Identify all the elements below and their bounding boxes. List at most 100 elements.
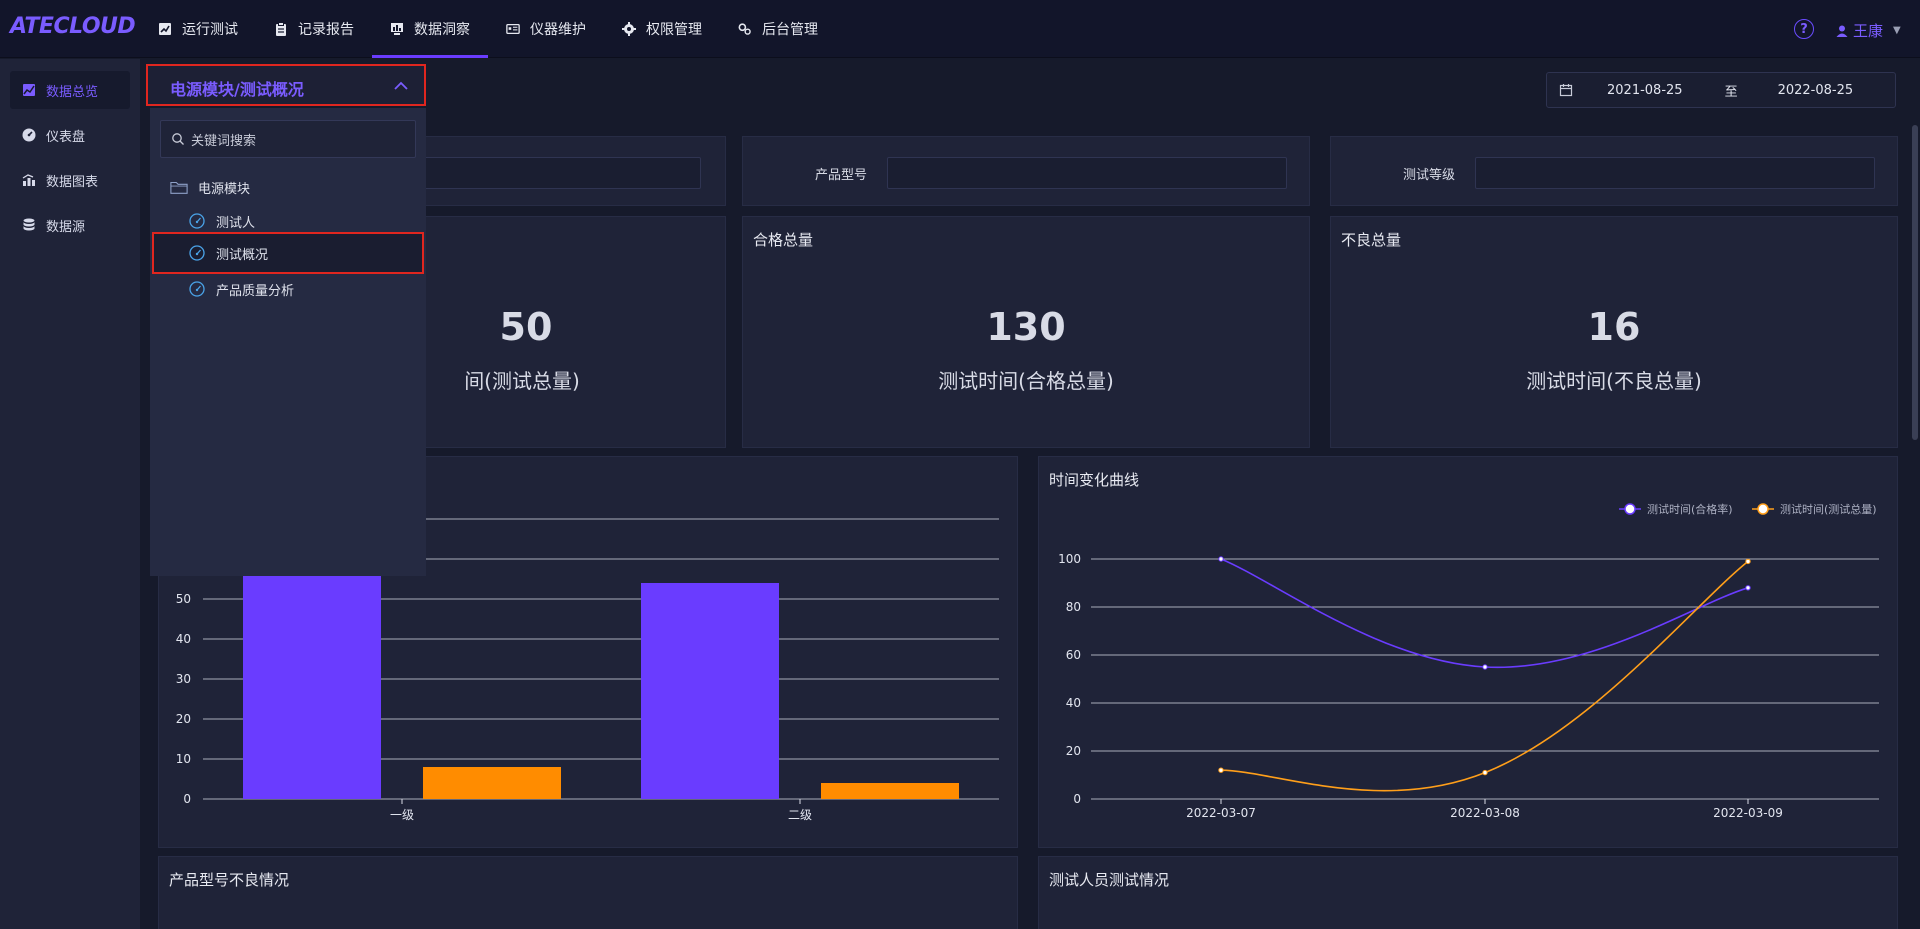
nav-item-record-report[interactable]: 记录报告 [256, 0, 372, 58]
nav-label: 数据洞察 [414, 22, 470, 38]
settings-icon [738, 22, 752, 36]
user-menu[interactable]: 王康 ▼ [1836, 20, 1901, 41]
bar [641, 583, 779, 799]
data-point [1745, 585, 1751, 591]
panel-title: 测试人员测试情况 [1049, 871, 1170, 889]
folder-icon [170, 179, 188, 195]
selected-path: 电源模块/测试概况 [170, 80, 304, 99]
legend-label: 测试时间(测试总量) [1780, 502, 1877, 516]
nav-label: 记录报告 [298, 22, 354, 38]
stat-subtitle: 间(测试总量) [464, 369, 580, 393]
bar [243, 575, 381, 799]
end-date[interactable]: 2022-08-25 [1777, 82, 1854, 98]
sidebar-item-label: 数据总览 [46, 84, 99, 100]
start-date[interactable]: 2021-08-25 [1607, 82, 1683, 98]
vertical-scrollbar[interactable] [1912, 125, 1918, 440]
tree-item-power-module[interactable]: 电源模块 [170, 176, 250, 198]
filter-input-1[interactable] [389, 157, 701, 189]
nav-item-admin[interactable]: 后台管理 [720, 0, 836, 58]
tree-item-tester[interactable]: 测试人 [188, 210, 255, 232]
sidebar-item-label: 数据源 [46, 219, 86, 235]
product-model-input[interactable] [887, 157, 1287, 189]
dashboard-selector[interactable]: 电源模块/测试概况 [146, 64, 426, 106]
nav-item-data-insight[interactable]: 数据洞察 [372, 0, 488, 58]
tree-item-product-quality[interactable]: 产品质量分析 [188, 278, 294, 300]
line-chart-panel: 时间变化曲线 0 20 40 60 80 100 2022-03-07 2022-03-08 2… [1038, 456, 1898, 848]
product-model-label: 产品型号 [815, 168, 868, 183]
top-navbar: ATECLOUD 运行测试 记录报告 数据洞察 仪器维护 权限管理 后台管理 ?… [0, 0, 1920, 58]
data-point [1218, 556, 1224, 562]
sidebar-item-data-charts[interactable]: 数据图表 [10, 161, 130, 199]
user-name: 王康 [1853, 22, 1884, 40]
legend-label: 测试时间(合格率) [1647, 502, 1733, 516]
line-chart-title: 时间变化曲线 [1049, 471, 1140, 489]
test-level-input[interactable] [1475, 157, 1875, 189]
clipboard-icon [274, 22, 288, 36]
tree-item-selected-row: 测试概况 [188, 242, 268, 264]
app-logo[interactable]: ATECLOUD [10, 14, 136, 39]
y-tick-label: 10 [176, 752, 191, 766]
bar [821, 783, 959, 799]
tester-stats-panel: 测试人员测试情况 [1038, 856, 1898, 929]
date-range-picker[interactable]: 2021-08-25 至 2022-08-25 [1546, 72, 1896, 108]
gauge-icon [188, 281, 206, 297]
chevron-up-icon [394, 78, 408, 92]
tree-item-label: 测试概况 [216, 247, 269, 263]
search-placeholder: 关键词搜索 [191, 133, 257, 149]
nav-item-run-test[interactable]: 运行测试 [140, 0, 256, 58]
y-tick-label: 30 [176, 672, 191, 686]
tree-item-label: 产品质量分析 [216, 283, 295, 299]
bar-chart-icon [22, 173, 36, 187]
sidebar: 数据总览 仪表盘 数据图表 数据源 [0, 59, 140, 929]
data-point [1218, 767, 1224, 773]
stat-subtitle: 测试时间(合格总量) [938, 369, 1114, 393]
sidebar-item-data-overview[interactable]: 数据总览 [10, 71, 130, 109]
bar-chart: 0 10 20 30 40 50 一级 二级 [176, 518, 999, 822]
panel-title: 产品型号不良情况 [169, 871, 290, 889]
product-model-defects-panel: 产品型号不良情况 [158, 856, 1018, 929]
sidebar-item-label: 仪表盘 [46, 129, 86, 145]
x-tick-label: 二级 [788, 808, 812, 822]
x-tick-label: 2022-03-08 [1450, 806, 1520, 820]
chart-area-icon [22, 83, 36, 97]
stat-title: 合格总量 [753, 231, 814, 249]
y-tick-label: 20 [1066, 744, 1081, 758]
y-tick-label: 0 [183, 792, 191, 806]
stat-card-fail-total: 不良总量 16 测试时间(不良总量) [1330, 216, 1898, 448]
line-chart: 0 20 40 60 80 100 2022-03-07 2022-03-08 2022-03-… [1058, 502, 1879, 820]
chevron-down-icon: ▼ [1893, 25, 1901, 36]
y-tick-label: 20 [176, 712, 191, 726]
series-line [1220, 560, 1749, 792]
data-point [1482, 664, 1488, 670]
y-tick-label: 80 [1066, 600, 1081, 614]
database-icon [22, 218, 36, 232]
sidebar-item-dashboard[interactable]: 仪表盘 [10, 116, 130, 154]
stat-value: 16 [1587, 305, 1641, 349]
stat-value: 130 [986, 305, 1066, 349]
x-tick-label: 2022-03-07 [1186, 806, 1256, 820]
nav-label: 仪器维护 [530, 22, 586, 38]
bar [423, 767, 561, 799]
main-nav: 运行测试 记录报告 数据洞察 仪器维护 权限管理 后台管理 [140, 0, 836, 58]
series-line [1220, 558, 1749, 669]
chart-icon [158, 22, 172, 36]
gauge-icon [22, 128, 36, 142]
y-tick-label: 100 [1058, 552, 1081, 566]
monitor-chart-icon [390, 22, 404, 36]
tree-item-test-overview[interactable]: 测试概况 [152, 232, 424, 274]
gauge-icon [188, 213, 206, 229]
sidebar-item-data-source[interactable]: 数据源 [10, 206, 130, 244]
bar-chart-panel: 0 10 20 30 40 50 一级 二级 [158, 456, 1018, 848]
legend-marker [1624, 503, 1636, 515]
stat-value: 50 [499, 305, 553, 349]
user-icon [1836, 25, 1848, 37]
help-icon[interactable]: ? [1794, 19, 1814, 39]
nav-item-instrument-maintenance[interactable]: 仪器维护 [488, 0, 604, 58]
y-tick-label: 50 [176, 592, 191, 606]
y-tick-label: 60 [1066, 648, 1081, 662]
gear-group-icon [622, 22, 636, 36]
nav-item-permission[interactable]: 权限管理 [604, 0, 720, 58]
search-input[interactable]: 关键词搜索 [160, 120, 416, 158]
filter-panel-test-level: 测试等级 [1330, 136, 1898, 206]
search-icon [171, 132, 185, 146]
